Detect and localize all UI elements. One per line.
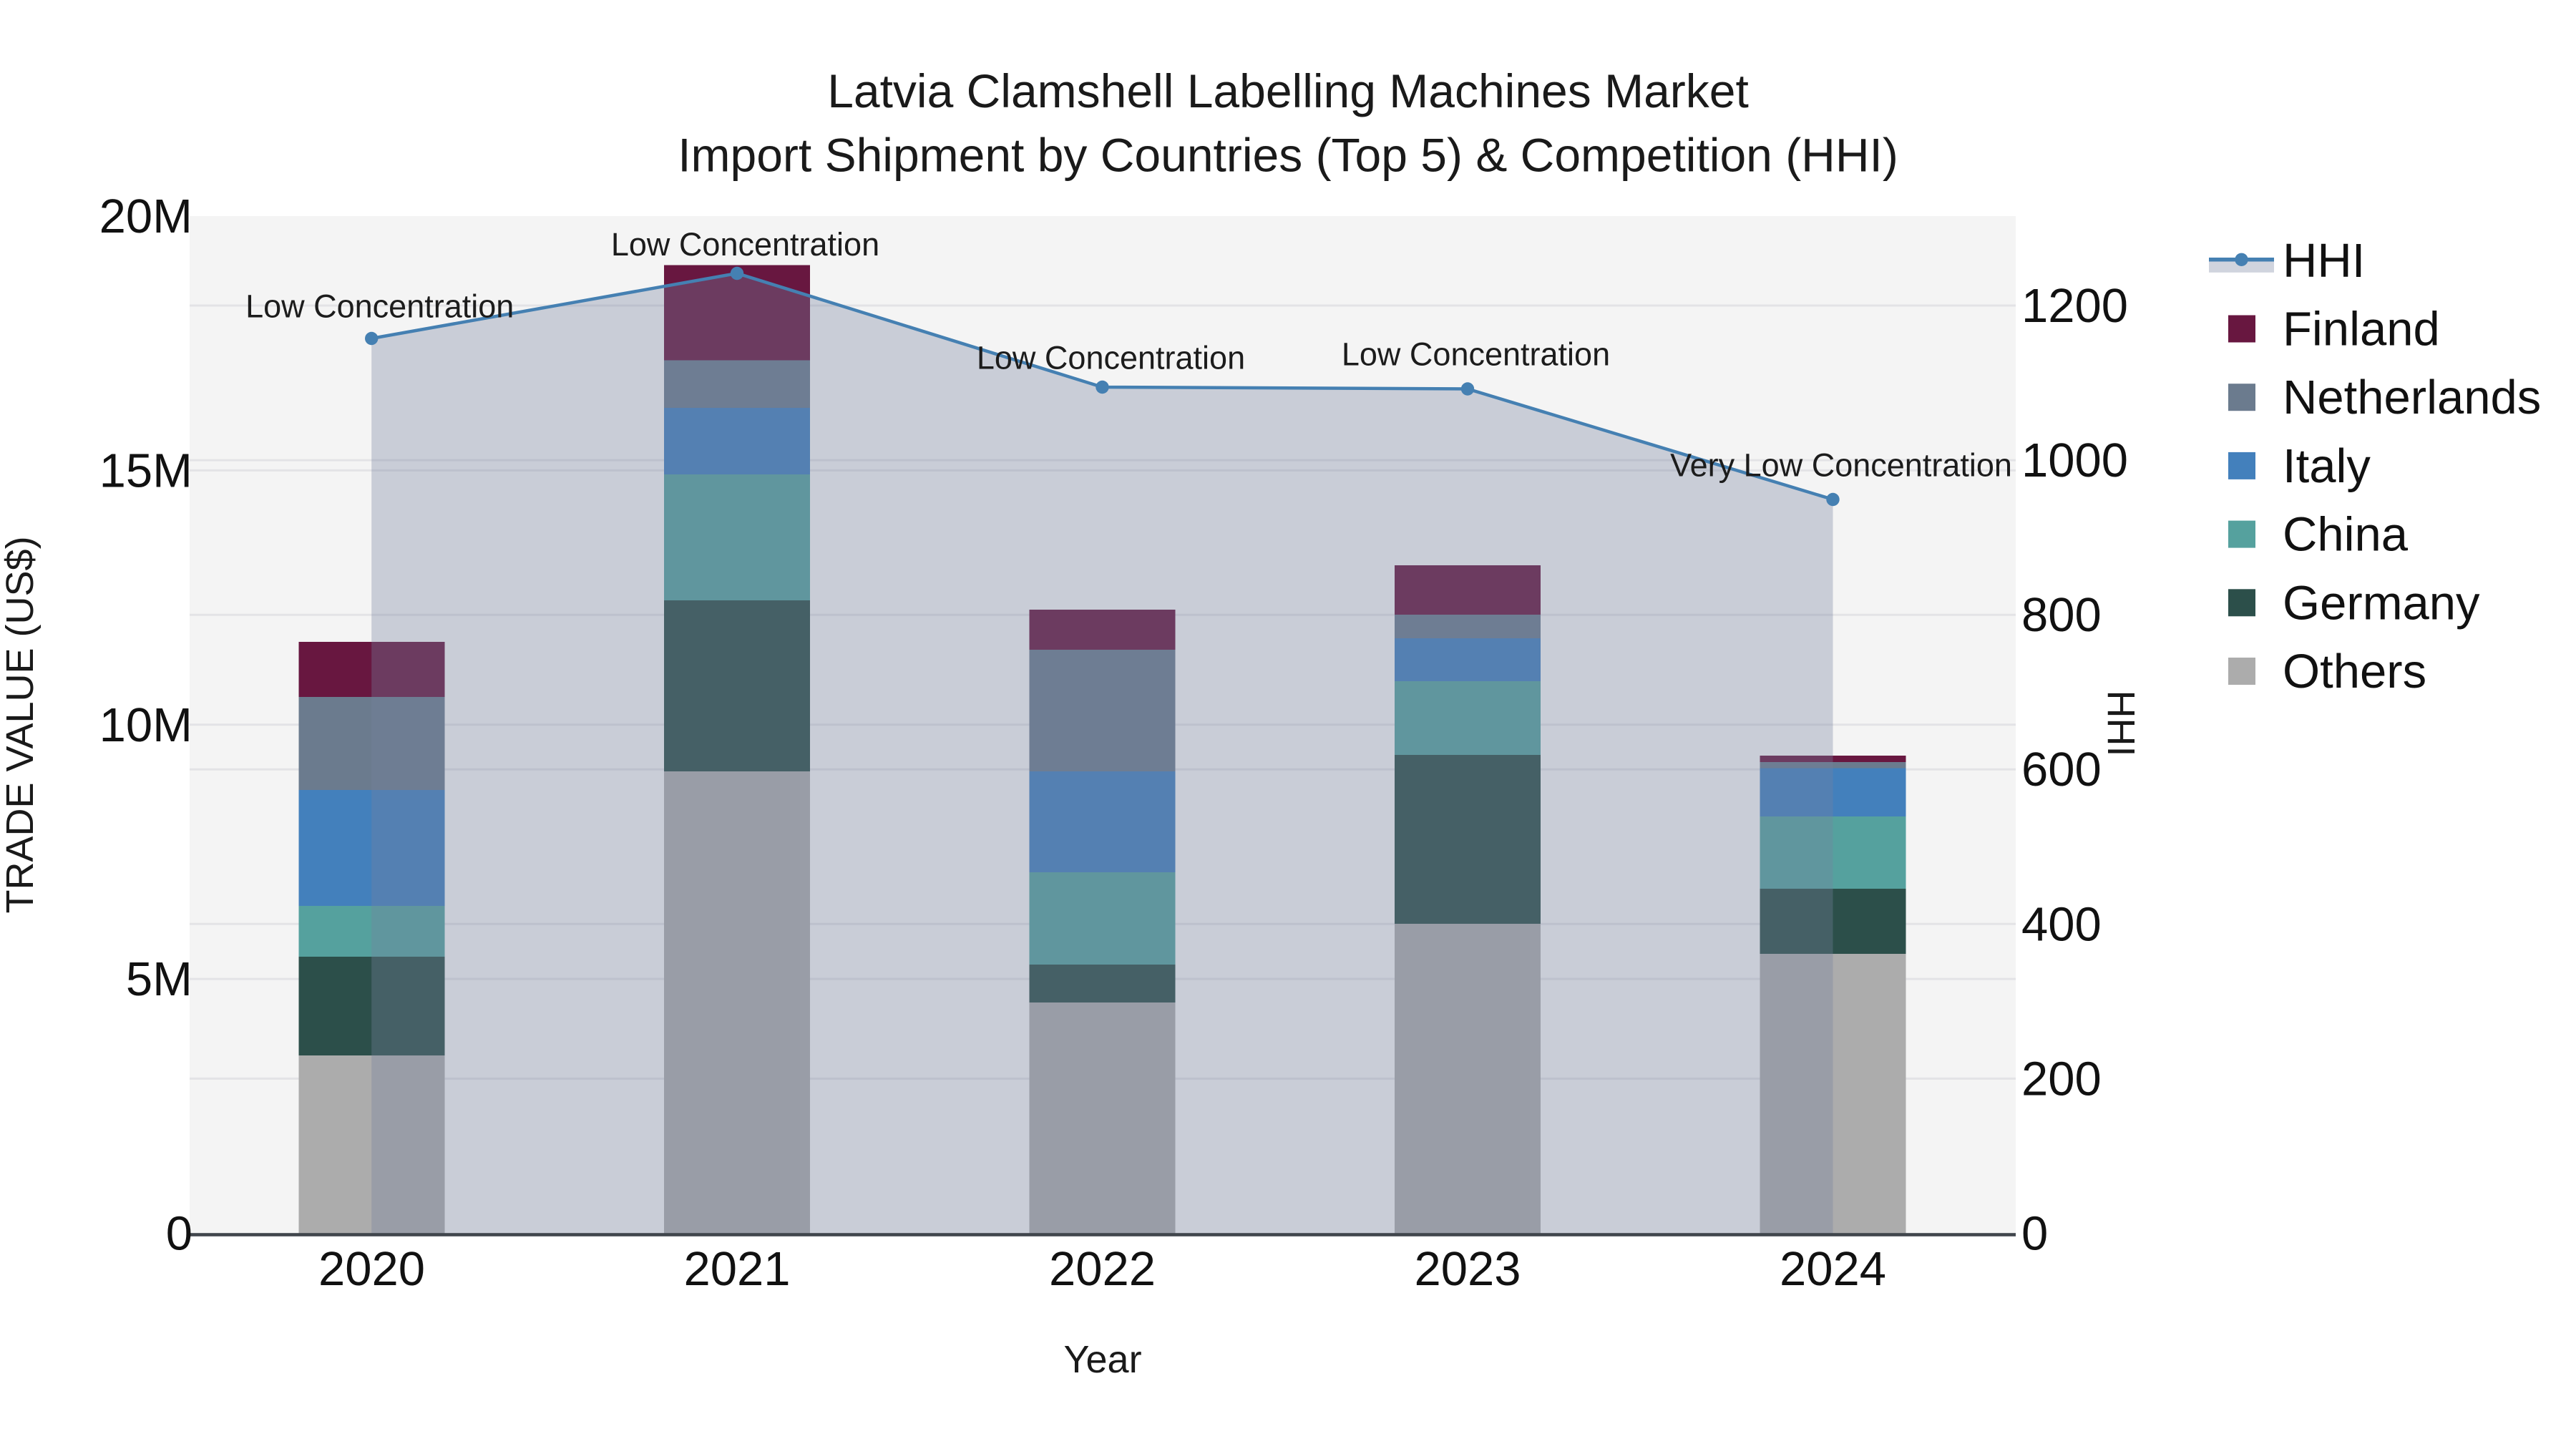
svg-text:China: China [2283, 508, 2409, 562]
svg-text:2023: 2023 [1414, 1242, 1521, 1296]
svg-text:800: 800 [2021, 588, 2102, 642]
svg-text:0: 0 [2021, 1207, 2048, 1261]
svg-text:1200: 1200 [2021, 279, 2128, 333]
svg-text:Finland: Finland [2283, 303, 2440, 356]
svg-text:2021: 2021 [683, 1242, 790, 1296]
svg-text:2022: 2022 [1049, 1242, 1156, 1296]
svg-text:Low Concentration: Low Concentration [611, 226, 879, 263]
svg-text:200: 200 [2021, 1052, 2102, 1106]
svg-text:Very Low Concentration: Very Low Concentration [1670, 447, 2012, 484]
svg-text:20M: 20M [99, 190, 192, 243]
svg-text:Import Shipment by Countries (: Import Shipment by Countries (Top 5) & C… [678, 129, 1898, 182]
svg-text:2020: 2020 [318, 1242, 425, 1296]
svg-text:HHI: HHI [2283, 234, 2365, 288]
svg-text:Low Concentration: Low Concentration [977, 340, 1245, 376]
svg-text:Others: Others [2283, 645, 2426, 698]
svg-text:Italy: Italy [2283, 439, 2371, 493]
svg-text:Low Concentration: Low Concentration [245, 288, 514, 325]
svg-text:TRADE VALUE (US$): TRADE VALUE (US$) [0, 536, 42, 913]
svg-text:Low Concentration: Low Concentration [1342, 336, 1610, 373]
svg-text:0: 0 [166, 1207, 192, 1261]
svg-text:400: 400 [2021, 897, 2102, 951]
svg-text:600: 600 [2021, 743, 2102, 796]
svg-text:10M: 10M [99, 698, 192, 752]
svg-text:1000: 1000 [2021, 434, 2128, 487]
svg-text:HHI: HHI [2099, 691, 2142, 757]
svg-text:Germany: Germany [2283, 576, 2480, 630]
svg-text:2024: 2024 [1780, 1242, 1886, 1296]
svg-text:Year: Year [1063, 1338, 1141, 1381]
svg-text:15M: 15M [99, 444, 192, 497]
svg-text:5M: 5M [126, 952, 192, 1006]
svg-text:Latvia Clamshell Labelling Mac: Latvia Clamshell Labelling Machines Mark… [827, 64, 1749, 117]
svg-text:Netherlands: Netherlands [2283, 371, 2541, 424]
